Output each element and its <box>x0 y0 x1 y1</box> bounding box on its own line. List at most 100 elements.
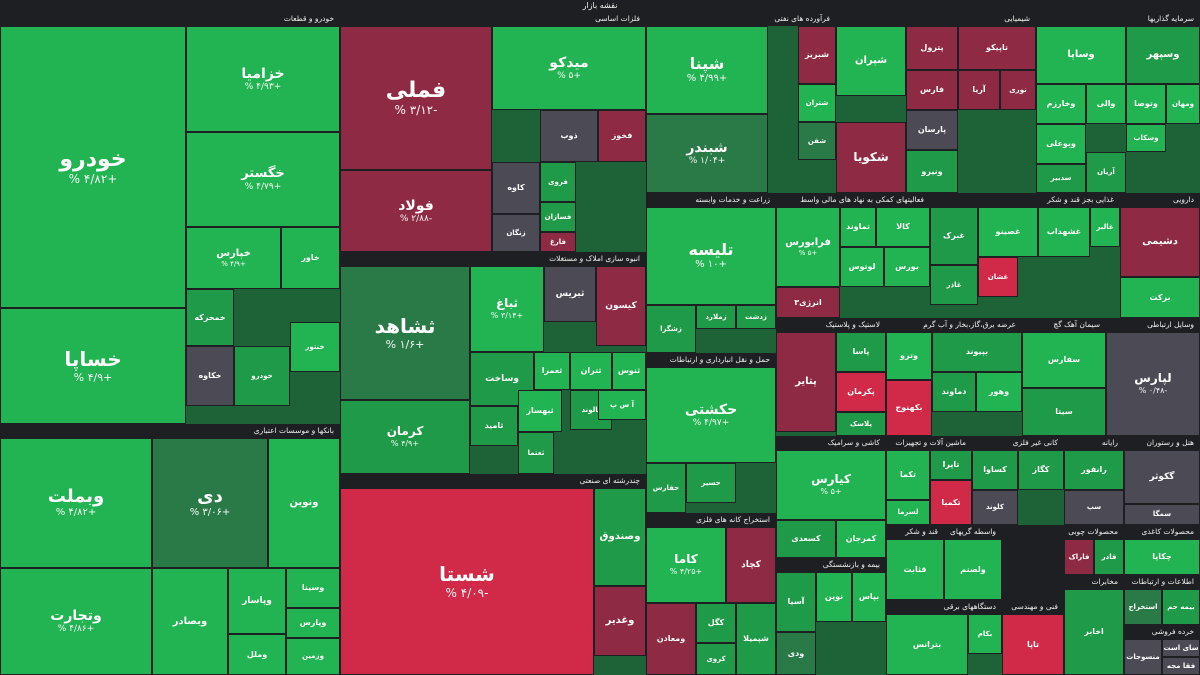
stock-tile[interactable]: وسکاب <box>1126 124 1166 152</box>
stock-tile[interactable]: نوری <box>1000 70 1036 110</box>
stock-tile[interactable]: حسیر <box>686 463 736 503</box>
stock-tile[interactable]: سدبیر <box>1036 164 1086 193</box>
stock-tile[interactable]: کگل <box>696 603 736 643</box>
stock-tile[interactable]: ومعادن <box>646 603 696 675</box>
stock-tile[interactable]: فولاد% ۲/۸۸- <box>340 170 492 252</box>
stock-tile[interactable]: خساپا% ۴/۹+ <box>0 308 186 424</box>
stock-tile[interactable]: شپران <box>836 26 906 96</box>
stock-tile[interactable]: وغدیر <box>594 586 646 656</box>
stock-tile[interactable]: تاپیکو <box>958 26 1036 70</box>
stock-tile[interactable]: خاور <box>281 227 340 289</box>
stock-tile[interactable]: وپارس <box>286 608 340 638</box>
stock-tile[interactable]: دی% ۳/۰۶+ <box>152 438 268 568</box>
stock-tile[interactable]: کلوند <box>972 490 1018 525</box>
stock-tile[interactable]: زدشت <box>736 305 776 329</box>
stock-tile[interactable]: کسعدی <box>776 520 836 558</box>
stock-tile[interactable]: شبندر% ۱/۰۴+ <box>646 114 768 193</box>
stock-tile[interactable]: پارسان <box>906 110 958 150</box>
stock-tile[interactable]: شستا% ۴/۰۹- <box>340 488 594 675</box>
stock-tile[interactable]: شکویا <box>836 122 906 193</box>
stock-tile[interactable]: ونیرو <box>906 150 958 193</box>
stock-tile[interactable]: سفارس <box>1022 332 1106 388</box>
stock-tile[interactable]: تکما <box>886 450 930 500</box>
stock-tile[interactable]: ثعمرا <box>534 352 570 390</box>
stock-tile[interactable]: کمرجان <box>836 520 886 558</box>
stock-tile[interactable]: غشان <box>978 257 1018 297</box>
stock-tile[interactable]: خزامیا% ۴/۹۳+ <box>186 26 340 132</box>
stock-tile[interactable]: قثابت <box>886 539 944 600</box>
stock-tile[interactable]: تماوند <box>840 207 876 247</box>
stock-tile[interactable]: وبصادر <box>152 568 228 675</box>
stock-tile[interactable]: وسپهر <box>1126 26 1200 84</box>
stock-tile[interactable]: آریا <box>958 70 1000 110</box>
stock-tile[interactable]: غالبر <box>1090 207 1120 247</box>
stock-tile[interactable]: پکرمان <box>836 372 886 412</box>
stock-tile[interactable]: وزمین <box>286 638 340 675</box>
stock-tile[interactable]: ونوین <box>268 438 340 568</box>
stock-tile[interactable]: وسینا <box>286 568 340 608</box>
stock-tile[interactable]: بترانس <box>886 614 968 675</box>
stock-tile[interactable]: ولصنم <box>944 539 1002 600</box>
stock-tile[interactable]: شفن <box>798 122 836 160</box>
stock-tile[interactable]: سپ <box>1064 490 1124 525</box>
stock-tile[interactable]: وپاسار <box>228 568 286 634</box>
stock-tile[interactable]: کچاد <box>726 527 776 603</box>
stock-tile[interactable]: زنگان <box>492 214 540 252</box>
stock-tile[interactable]: لپارس% ۰/۴۸- <box>1106 332 1200 436</box>
stock-tile[interactable]: قادر <box>1094 539 1124 575</box>
stock-tile[interactable]: وترو <box>886 332 932 380</box>
stock-tile[interactable]: فسازان <box>540 202 576 232</box>
stock-tile[interactable]: وملل <box>228 634 286 675</box>
stock-tile[interactable]: برکت <box>1120 277 1200 318</box>
stock-tile[interactable]: آ س پ <box>598 390 646 420</box>
stock-tile[interactable]: ودی <box>776 632 816 675</box>
stock-tile[interactable]: ثنوس <box>612 352 646 390</box>
stock-tile[interactable]: ثامید <box>470 406 518 446</box>
stock-tile[interactable]: خنتور <box>290 322 340 372</box>
stock-tile[interactable]: منسوجات <box>1124 639 1162 675</box>
stock-tile[interactable]: لسرما <box>886 500 930 525</box>
stock-tile[interactable]: ومهان <box>1166 84 1200 124</box>
stock-tile[interactable]: پلاسک <box>836 412 886 436</box>
stock-tile[interactable]: سمگا <box>1124 504 1200 525</box>
stock-tile[interactable]: والی <box>1086 84 1126 124</box>
stock-tile[interactable]: نوین <box>816 572 852 622</box>
stock-tile[interactable]: تکمبا <box>930 480 972 525</box>
stock-tile[interactable]: خپارس% ۴/۹+ <box>186 227 281 289</box>
stock-tile[interactable]: بپاس <box>852 572 886 622</box>
stock-tile[interactable]: خودرو <box>234 346 290 406</box>
stock-tile[interactable]: کالا <box>876 207 930 247</box>
stock-tile[interactable]: فارغ <box>540 232 576 252</box>
stock-tile[interactable]: وخارزم <box>1036 84 1086 124</box>
stock-tile[interactable]: وتوصا <box>1126 84 1166 124</box>
stock-tile[interactable]: شپنا% ۴/۹۹+ <box>646 26 768 114</box>
stock-tile[interactable]: غاذر <box>930 265 978 305</box>
stock-tile[interactable]: وساپا <box>1036 26 1126 84</box>
stock-tile[interactable]: ثبریس <box>544 266 596 322</box>
stock-tile[interactable]: کگاز <box>1018 450 1064 490</box>
stock-tile[interactable]: فرابورس% ۵+ <box>776 207 840 287</box>
stock-tile[interactable]: غشهداب <box>1038 207 1090 257</box>
stock-tile[interactable]: ثتران <box>570 352 612 390</box>
stock-tile[interactable]: آسیا <box>776 572 816 632</box>
stock-tile[interactable]: کروی <box>696 643 736 675</box>
stock-tile[interactable]: انرژی۳ <box>776 287 840 318</box>
stock-tile[interactable]: خودرو% ۴/۸۲+ <box>0 26 186 308</box>
stock-tile[interactable]: وصندوق <box>594 488 646 586</box>
stock-tile[interactable]: پتایر <box>776 332 836 432</box>
stock-tile[interactable]: اخابر <box>1064 589 1124 675</box>
stock-tile[interactable]: خمحرکه <box>186 289 234 346</box>
stock-tile[interactable]: شتران <box>798 84 836 122</box>
stock-tile[interactable]: رانفور <box>1064 450 1124 490</box>
stock-tile[interactable]: غصینو <box>978 207 1038 257</box>
stock-tile[interactable]: کاما% ۴/۲۵+ <box>646 527 726 603</box>
stock-tile[interactable]: میدکو% ۵+ <box>492 26 646 110</box>
stock-tile[interactable]: شبریز <box>798 26 836 84</box>
stock-tile[interactable]: سیتا <box>1022 388 1106 436</box>
stock-tile[interactable]: دماوند <box>932 372 976 412</box>
stock-tile[interactable]: کاوه <box>492 162 540 214</box>
stock-tile[interactable]: فقا مجه <box>1162 657 1200 675</box>
stock-tile[interactable]: بکام <box>968 614 1002 654</box>
stock-tile[interactable]: گکوثر <box>1124 450 1200 504</box>
stock-tile[interactable]: خگستر% ۴/۷۹+ <box>186 132 340 227</box>
